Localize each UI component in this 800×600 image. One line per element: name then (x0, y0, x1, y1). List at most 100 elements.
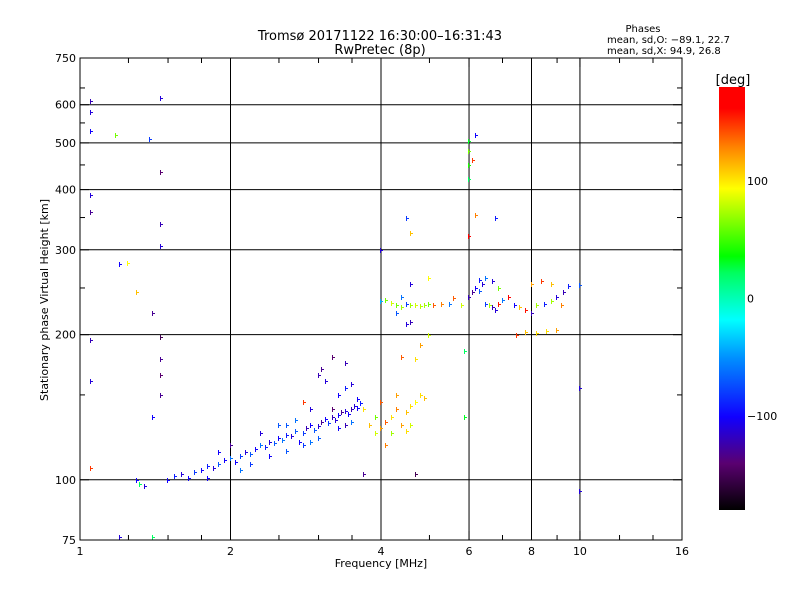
data-point-hbar (424, 398, 427, 399)
data-point (269, 454, 272, 459)
data-point (424, 396, 427, 401)
data-point-hbar (299, 442, 302, 443)
data-point-hbar (291, 436, 294, 437)
data-point (160, 96, 163, 101)
data-point (240, 454, 243, 459)
data-point-hbar (579, 285, 582, 286)
data-point-hbar (551, 301, 554, 302)
data-point (415, 472, 418, 477)
data-point-hbar (401, 425, 404, 426)
data-point (479, 289, 482, 294)
data-point (415, 400, 418, 405)
data-point (286, 449, 289, 454)
data-point-hbar (406, 324, 409, 325)
data-point (282, 438, 285, 443)
data-point-hbar (541, 281, 544, 282)
data-point (149, 137, 152, 142)
data-point-hbar (160, 395, 163, 396)
data-point (260, 431, 263, 436)
data-point (318, 373, 321, 378)
data-point (541, 279, 544, 284)
data-point-hbar (260, 433, 263, 434)
data-point-hbar (139, 484, 142, 485)
data-point (321, 420, 324, 425)
data-point (489, 303, 492, 308)
data-point (375, 415, 378, 420)
data-point (485, 302, 488, 307)
data-point-hbar (492, 307, 495, 308)
data-point-hbar (568, 286, 571, 287)
data-point (351, 407, 354, 412)
data-points (90, 96, 582, 540)
data-point (328, 421, 331, 426)
data-point (119, 535, 122, 540)
data-point (90, 129, 93, 134)
data-point (396, 393, 399, 398)
data-point-hbar (90, 340, 93, 341)
data-point (274, 441, 277, 446)
data-point (357, 397, 360, 402)
data-point-hbar (310, 425, 313, 426)
data-point-hbar (314, 430, 317, 431)
data-point (461, 303, 464, 308)
data-point (525, 308, 528, 313)
data-point-hbar (152, 417, 155, 418)
data-point-hbar (310, 442, 313, 443)
x-tick-label: 16 (675, 545, 689, 558)
data-point (332, 355, 335, 360)
stats-heading: Phases (625, 24, 660, 35)
data-point (286, 433, 289, 438)
data-point-hbar (240, 456, 243, 457)
data-point-hbar (167, 480, 170, 481)
x-tick-label: 1 (77, 545, 84, 558)
data-point (428, 302, 431, 307)
data-point-hbar (149, 139, 152, 140)
data-point (391, 415, 394, 420)
data-point-hbar (420, 395, 423, 396)
stats-x-mode: mean, sd,X: 94.9, 26.8 (607, 46, 721, 57)
data-point-hbar (449, 304, 452, 305)
data-point-hbar (328, 423, 331, 424)
data-point-hbar (415, 305, 418, 306)
data-point (363, 407, 366, 412)
data-point (160, 244, 163, 249)
data-point-hbar (318, 426, 321, 427)
data-point-hbar (357, 408, 360, 409)
data-point-hbar (274, 443, 277, 444)
data-point-hbar (579, 388, 582, 389)
data-point-hbar (303, 402, 306, 403)
data-point-hbar (369, 425, 372, 426)
data-point (525, 330, 528, 335)
data-point (472, 290, 475, 295)
data-point-hbar (498, 304, 501, 305)
data-point (201, 468, 204, 473)
data-point-hbar (119, 537, 122, 538)
data-point-hbar (424, 305, 427, 306)
data-point (475, 286, 478, 291)
data-point (401, 295, 404, 300)
data-point (415, 357, 418, 362)
data-point (498, 286, 501, 291)
colorbar-tick-label: 100 (747, 175, 768, 188)
data-point-hbar (351, 422, 354, 423)
data-point (160, 222, 163, 227)
data-point (338, 413, 341, 418)
data-point-hbar (90, 131, 93, 132)
data-point (561, 303, 564, 308)
data-point-hbar (401, 297, 404, 298)
data-point (152, 415, 155, 420)
data-point (119, 262, 122, 267)
data-point-hbar (475, 288, 478, 289)
data-point-hbar (160, 246, 163, 247)
data-point-hbar (321, 422, 324, 423)
data-point-hbar (325, 419, 328, 420)
data-point (218, 462, 221, 467)
data-point (90, 99, 93, 104)
data-point (410, 320, 413, 325)
y-tick-label: 500 (55, 137, 76, 150)
data-point (321, 367, 324, 372)
data-point-hbar (406, 304, 409, 305)
data-point (406, 302, 409, 307)
data-point-hbar (453, 298, 456, 299)
data-point-hbar (160, 224, 163, 225)
